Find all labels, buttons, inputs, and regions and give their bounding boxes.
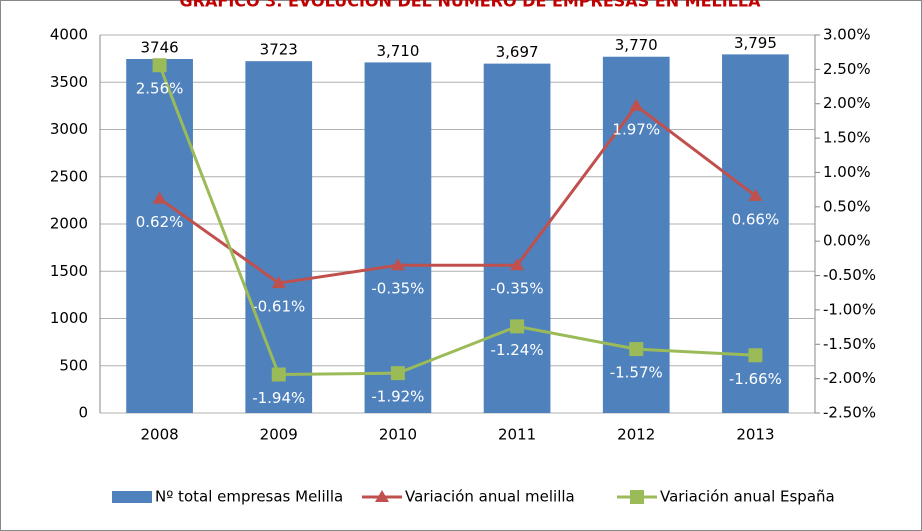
y-tick-label: 0 (78, 404, 88, 422)
legend-label: Nº total empresas Melilla (155, 488, 343, 506)
bar-value-label: 3,795 (734, 34, 777, 52)
legend-marker (630, 490, 644, 504)
y2-tick-label: 1.50% (823, 129, 871, 147)
line-value-label: 0.66% (732, 210, 780, 228)
y-tick-label: 500 (59, 356, 88, 374)
x-tick-label: 2012 (617, 426, 655, 444)
legend-label: Variación anual melilla (405, 488, 575, 506)
bar-value-label: 3746 (140, 39, 178, 57)
y2-tick-label: -2.50% (823, 404, 876, 422)
x-tick-label: 2008 (140, 426, 178, 444)
bar-value-label: 3723 (260, 41, 298, 59)
x-tick-label: 2011 (498, 426, 536, 444)
y2-tick-label: 3.00% (823, 26, 871, 44)
legend-marker (375, 490, 389, 502)
marker (510, 319, 525, 334)
y-tick-label: 1500 (50, 262, 88, 280)
marker (271, 367, 286, 382)
line-value-label: -1.92% (371, 388, 424, 406)
legend-swatch (112, 491, 152, 503)
y-tick-label: 2500 (50, 167, 88, 185)
bar-value-label: 3,770 (615, 36, 658, 54)
marker (390, 258, 405, 271)
bar (364, 62, 432, 413)
marker (748, 188, 763, 201)
chart-title: GRÁFICO 3. EVOLUCIÓN DEL NÚMERO DE EMPRE… (180, 0, 762, 11)
y-tick-label: 2000 (50, 215, 88, 233)
marker (152, 191, 167, 204)
line-value-label: -0.35% (371, 280, 424, 298)
marker (748, 348, 763, 363)
marker (271, 276, 286, 289)
line (158, 64, 756, 377)
marker (629, 98, 644, 111)
line-value-label: 1.97% (612, 120, 660, 138)
y2-tick-label: -1.00% (823, 300, 876, 318)
line-value-label: -0.61% (252, 298, 305, 316)
y2-tick-label: 1.00% (823, 163, 871, 181)
line (158, 103, 757, 285)
y2-tick-label: -1.50% (823, 335, 876, 353)
y2-tick-label: -2.00% (823, 369, 876, 387)
legend-label: Variación anual España (660, 488, 835, 506)
marker (510, 258, 525, 271)
line-value-label: -1.57% (610, 364, 663, 382)
y2-tick-label: 2.50% (823, 60, 871, 78)
y2-tick-label: 2.00% (823, 94, 871, 112)
x-tick-label: 2009 (260, 426, 298, 444)
bar (245, 61, 313, 413)
x-tick-label: 2010 (379, 426, 417, 444)
y2-tick-label: -0.50% (823, 266, 876, 284)
bar (483, 63, 551, 414)
line-value-label: -1.24% (491, 341, 544, 359)
y2-tick-label: 0.00% (823, 232, 871, 250)
y2-tick-label: 0.50% (823, 197, 871, 215)
marker (390, 366, 405, 381)
line-value-label: -1.66% (729, 370, 782, 388)
line-value-label: 2.56% (136, 80, 184, 98)
line-value-label: 0.62% (136, 213, 184, 231)
x-tick-label: 2013 (736, 426, 774, 444)
bar-value-label: 3,697 (496, 43, 539, 61)
y-tick-label: 1000 (50, 309, 88, 327)
marker (629, 342, 644, 357)
bar (126, 59, 193, 414)
line-value-label: -0.35% (491, 280, 544, 298)
y-tick-label: 3000 (50, 120, 88, 138)
marker (152, 58, 167, 73)
bar-value-label: 3,710 (376, 42, 419, 60)
y-tick-label: 4000 (50, 26, 88, 44)
y-tick-label: 3500 (50, 73, 88, 91)
line-value-label: -1.94% (252, 389, 305, 407)
